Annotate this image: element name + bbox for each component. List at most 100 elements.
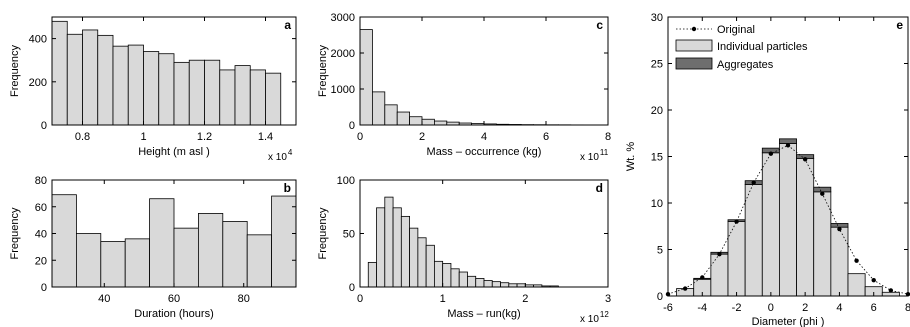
stacked-bar-individual-particles <box>761 152 780 297</box>
x-axis-label: Diameter (phi ) <box>752 316 825 327</box>
histogram-bar <box>475 278 485 288</box>
x-multiplier-exponent: 12 <box>600 310 609 319</box>
histogram-bar <box>51 194 77 288</box>
histogram-bar <box>359 29 373 126</box>
histogram-bar <box>458 271 468 288</box>
x-multiplier: x 1011 <box>580 148 609 163</box>
y-axis-label: Frequency <box>317 45 329 97</box>
histogram-bar <box>149 198 175 288</box>
histogram-bar <box>265 72 282 126</box>
y-tick-label: 200 <box>29 77 47 89</box>
legend-swatch <box>675 57 713 70</box>
y-axis-label: Frequency <box>317 207 329 259</box>
histogram-bar <box>97 34 114 126</box>
y-axis-label: Frequency <box>9 45 21 97</box>
y-tick-label: 50 <box>343 229 355 241</box>
histogram-bar <box>234 65 251 126</box>
y-axis-label: Wt. % <box>625 142 637 172</box>
x-tick-label: 0.8 <box>75 131 90 143</box>
legend-label-original: Original <box>717 24 755 36</box>
original-point <box>700 275 705 280</box>
x-tick-label: -6 <box>663 302 673 314</box>
x-multiplier-exponent: 11 <box>600 148 609 157</box>
histogram-bar <box>425 244 435 288</box>
histogram-bar <box>143 51 160 126</box>
panel-e: 0 5 10 15 20 25 30 -6 -4 -2 0 2 4 6 8 Diameter (phi ) Wt… <box>625 12 910 327</box>
x-axis-label: Mass – occurrence (kg) <box>427 146 542 158</box>
stacked-bar-individual-particles <box>744 183 763 297</box>
x-tick-label: 4 <box>481 131 487 143</box>
legend-label: Individual particles <box>717 41 808 53</box>
x-tick-label: 1.4 <box>258 131 273 143</box>
x-tick-label: 60 <box>168 293 180 305</box>
y-tick-label: 0 <box>657 291 663 303</box>
y-tick-label: 5 <box>657 245 663 257</box>
original-point <box>820 191 825 196</box>
x-multiplier-base: x 10 <box>268 152 287 163</box>
x-axis-label: Duration (hours) <box>134 308 213 320</box>
y-tick-label: 25 <box>651 59 663 71</box>
legend-original-marker <box>691 26 697 32</box>
histogram-bar <box>51 20 68 126</box>
histogram-bar <box>409 116 423 126</box>
y-tick-label: 30 <box>651 12 663 24</box>
histogram-bar <box>112 45 129 126</box>
original-point <box>785 143 791 148</box>
stacked-bar-individual-particles <box>847 273 866 297</box>
histogram-bar <box>222 221 248 288</box>
y-tick-label: 20 <box>651 105 663 117</box>
x-tick-label: 0 <box>357 131 363 143</box>
x-tick-label: 8 <box>605 131 611 143</box>
original-point <box>768 151 774 156</box>
original-point <box>854 258 859 263</box>
histogram-bar <box>188 59 205 126</box>
histogram-bar <box>409 227 419 288</box>
histogram-bar <box>204 59 221 126</box>
histogram-bar <box>384 104 398 126</box>
histogram-bar <box>450 268 460 288</box>
x-tick-label: 1.2 <box>197 131 212 143</box>
histogram-bar <box>421 118 435 126</box>
histogram-bar <box>367 261 377 288</box>
legend-label: Aggregates <box>717 59 774 71</box>
y-tick-label: 400 <box>29 34 47 46</box>
x-tick-label: 0 <box>768 302 774 314</box>
histogram-bar <box>100 241 126 288</box>
original-point <box>837 226 842 232</box>
stacked-bar-individual-particles <box>830 226 849 297</box>
x-tick-label: 8 <box>905 302 910 314</box>
stacked-bar-individual-particles <box>779 143 797 297</box>
y-tick-label: 10 <box>651 198 663 210</box>
histogram-bar <box>384 196 394 288</box>
histogram-bar <box>158 53 175 126</box>
histogram-bar <box>271 195 297 288</box>
histogram-bar <box>173 61 190 126</box>
histogram-bar <box>124 238 150 288</box>
y-tick-label: 15 <box>651 152 663 164</box>
axes-frame <box>51 16 297 126</box>
legend-swatch <box>675 39 713 52</box>
original-point <box>734 219 739 224</box>
histogram-bar <box>433 260 444 288</box>
x-tick-label: 1 <box>440 293 446 305</box>
y-tick-label: 0 <box>349 120 355 132</box>
x-tick-label: 6 <box>543 131 549 143</box>
histogram-bar <box>500 282 510 288</box>
x-multiplier: x 1012 <box>580 310 609 325</box>
stacked-bar-aggregates <box>779 138 797 144</box>
histogram-bar <box>246 234 272 288</box>
stacked-bar-aggregates <box>830 223 849 228</box>
histogram-bar <box>467 275 477 288</box>
histogram-bar <box>127 44 144 126</box>
original-point <box>682 286 688 291</box>
original-point <box>802 157 808 162</box>
x-tick-label: 2 <box>419 131 425 143</box>
x-tick-label: -2 <box>732 302 742 314</box>
histogram-bar <box>376 207 386 288</box>
panel-label: a <box>284 18 291 32</box>
stacked-bar-individual-particles <box>796 157 815 297</box>
x-axis-label: Height (m asl ) <box>138 146 210 158</box>
x-tick-label: -4 <box>697 302 707 314</box>
panel-b: 0 20 40 60 80 40 60 80 Duration (hours) Frequency… <box>9 175 297 320</box>
y-tick-label: 100 <box>337 175 355 187</box>
